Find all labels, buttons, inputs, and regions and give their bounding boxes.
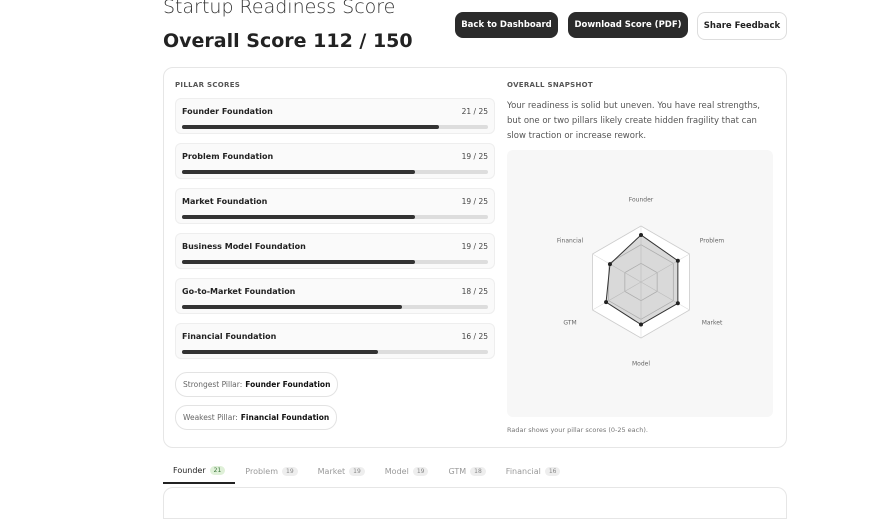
tab[interactable]: Market 19	[308, 462, 375, 484]
radar-axis	[592, 253, 642, 283]
tab-badge: 18	[470, 467, 486, 476]
progress-fill	[182, 125, 440, 129]
radar-panel: Founder Problem Market Model GTM Financial	[507, 150, 773, 417]
tab-badge: 19	[282, 467, 298, 476]
radar-label: Financial	[557, 238, 584, 245]
snapshot-text: Your readiness is solid but uneven. You …	[507, 101, 760, 141]
tab-panel	[163, 487, 787, 519]
pillar-name: Go-to-Market Foundation	[182, 287, 296, 296]
radar-point	[639, 322, 643, 327]
radar-point	[607, 262, 612, 267]
progress-track	[182, 215, 488, 219]
tab-label: Financial	[505, 467, 541, 476]
pillar-row: Problem Foundation 19 / 25	[175, 143, 495, 179]
tab-badge: 19	[349, 467, 365, 476]
radar-label: Model	[632, 361, 650, 368]
tab-label: Problem	[245, 467, 278, 476]
progress-track	[182, 170, 488, 174]
strongest-pillar: Strongest Pillar: Founder Foundation	[175, 372, 339, 397]
progress-track	[182, 125, 488, 129]
tab-badge: 16	[544, 467, 561, 476]
radar-point	[639, 232, 643, 237]
tab-label: GTM	[448, 467, 467, 476]
value: Founder Foundation	[245, 380, 331, 389]
radar-caption: Radar shows your pillar scores (0-25 eac…	[507, 426, 648, 434]
pillar-name: Business Model Foundation	[182, 242, 306, 251]
pillar-name: Problem Foundation	[182, 152, 274, 161]
radar-label: Problem	[700, 238, 725, 245]
pillar-score: 19 / 25	[461, 152, 488, 161]
pillar-score: 21 / 25	[461, 107, 488, 116]
progress-fill	[182, 215, 415, 219]
tab[interactable]: GTM 18	[438, 462, 495, 484]
pillar-row: Business Model Foundation 19 / 25	[175, 233, 495, 269]
progress-track	[182, 260, 488, 264]
label: Weakest Pillar:	[183, 413, 238, 422]
page: Startup Readiness Score Overall Score 11…	[163, 0, 787, 519]
overall-score: Overall Score 112 / 150	[163, 30, 413, 52]
tab-bar: Founder 21 Problem 19 Market 19 Model 19 GTM 18 Fi…	[163, 462, 570, 484]
progress-fill	[182, 170, 415, 174]
radar-point	[675, 258, 680, 263]
page-title: Startup Readiness Score	[163, 0, 396, 18]
tab[interactable]: Model 19	[375, 462, 439, 484]
progress-track	[182, 305, 488, 309]
pillar-row: Market Foundation 19 / 25	[175, 188, 495, 224]
radar-axis	[592, 281, 642, 311]
back-button[interactable]: Back to Dashboard	[455, 12, 558, 38]
pillar-row: Go-to-Market Foundation 18 / 25	[175, 278, 495, 314]
radar-axis	[640, 281, 690, 311]
radar-label: Founder	[629, 197, 654, 204]
download-button[interactable]: Download Score (PDF)	[568, 12, 688, 38]
tab-label: Founder	[173, 466, 206, 475]
pillar-heading: PILLAR SCORES	[175, 81, 241, 89]
pillar-score: 16 / 25	[461, 332, 488, 341]
progress-track	[182, 350, 488, 354]
progress-fill	[182, 350, 378, 354]
tab-label: Model	[384, 467, 409, 476]
radar-point	[675, 301, 680, 306]
feedback-button[interactable]: Share Feedback	[697, 12, 787, 40]
tab-badge: 21	[209, 466, 226, 475]
progress-fill	[182, 305, 403, 309]
tab[interactable]: Problem 19	[235, 462, 307, 484]
tab-badge: 19	[412, 467, 429, 476]
pillar-score: 19 / 25	[461, 242, 488, 251]
score-card	[163, 67, 787, 448]
pillar-name: Founder Foundation	[182, 107, 273, 116]
weakest-pillar: Weakest Pillar: Financial Foundation	[175, 405, 338, 430]
pillar-score: 18 / 25	[461, 287, 488, 296]
pillar-row: Founder Foundation 21 / 25	[175, 98, 495, 134]
value: Financial Foundation	[240, 413, 330, 422]
progress-fill	[182, 260, 415, 264]
pillar-name: Financial Foundation	[182, 332, 277, 341]
radar-label: Market	[702, 320, 723, 327]
label: Strongest Pillar:	[183, 380, 243, 389]
tab[interactable]: Financial 16	[496, 462, 571, 484]
pillar-score: 19 / 25	[461, 197, 488, 206]
pillar-name: Market Foundation	[182, 197, 268, 206]
radar-point	[604, 300, 609, 305]
tab[interactable]: Founder 21	[163, 462, 236, 484]
snapshot-heading: OVERALL SNAPSHOT	[507, 81, 594, 89]
radar-label: GTM	[563, 320, 576, 327]
radar-chart: Founder Problem Market Model GTM Financial	[557, 197, 725, 368]
pillar-row: Financial Foundation 16 / 25	[175, 323, 495, 359]
radar-axis	[640, 253, 690, 283]
tab-label: Market	[317, 467, 346, 476]
